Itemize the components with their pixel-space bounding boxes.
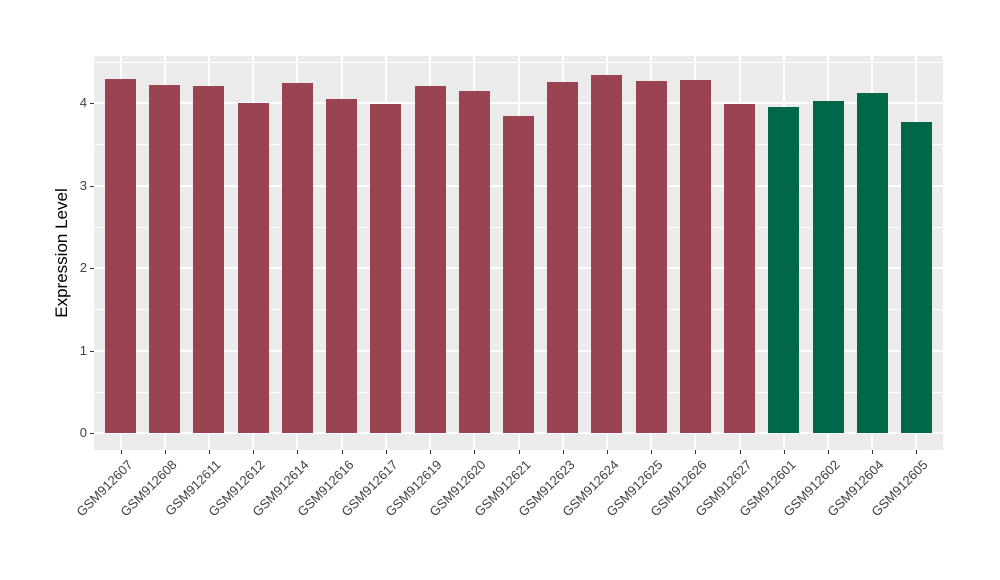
x-tick-mark bbox=[341, 450, 343, 454]
bar-GSM912627 bbox=[724, 104, 755, 433]
bar-GSM912623 bbox=[547, 82, 578, 433]
y-tick-mark bbox=[90, 103, 94, 104]
major-gridline bbox=[94, 432, 943, 434]
bar-GSM912621 bbox=[503, 116, 534, 433]
x-tick-mark bbox=[651, 450, 653, 454]
x-tick-mark bbox=[297, 450, 299, 454]
bar-GSM912624 bbox=[591, 75, 622, 433]
bar-GSM912612 bbox=[238, 103, 269, 433]
x-tick-mark bbox=[164, 450, 166, 454]
bar-GSM912620 bbox=[459, 91, 490, 433]
bar-GSM912601 bbox=[768, 107, 799, 433]
x-tick-mark bbox=[916, 450, 918, 454]
y-tick-mark bbox=[90, 268, 94, 269]
x-tick-mark bbox=[120, 450, 122, 454]
major-gridline bbox=[94, 102, 943, 104]
bar-GSM912602 bbox=[813, 101, 844, 433]
x-tick-mark bbox=[385, 450, 387, 454]
x-tick-mark bbox=[208, 450, 210, 454]
bar-GSM912619 bbox=[415, 86, 446, 433]
x-tick-mark bbox=[695, 450, 697, 454]
x-tick-mark bbox=[474, 450, 476, 454]
x-tick-mark bbox=[739, 450, 741, 454]
x-tick-mark bbox=[783, 450, 785, 454]
y-tick-label: 4 bbox=[79, 95, 87, 110]
bar-GSM912614 bbox=[282, 83, 313, 433]
x-tick-mark bbox=[872, 450, 874, 454]
bar-GSM912607 bbox=[105, 79, 136, 433]
bar-GSM912611 bbox=[193, 86, 224, 433]
plot-panel bbox=[94, 56, 943, 450]
bar-GSM912604 bbox=[857, 93, 888, 433]
bar-GSM912625 bbox=[636, 81, 667, 433]
x-tick-mark bbox=[253, 450, 255, 454]
y-tick-label: 3 bbox=[79, 177, 87, 193]
y-tick-label: 0 bbox=[79, 425, 87, 440]
x-tick-mark bbox=[562, 450, 564, 454]
y-tick-mark bbox=[90, 350, 94, 352]
y-axis-title: Expression Level bbox=[52, 188, 71, 318]
minor-gridline bbox=[94, 61, 943, 63]
y-tick-label: 1 bbox=[79, 342, 87, 358]
y-tick-mark bbox=[90, 185, 94, 187]
y-tick-mark bbox=[90, 433, 94, 434]
x-tick-mark bbox=[606, 450, 608, 454]
bar-GSM912617 bbox=[370, 104, 401, 433]
x-tick-mark bbox=[828, 450, 830, 454]
x-tick-mark bbox=[518, 450, 520, 454]
bar-GSM912608 bbox=[149, 85, 180, 433]
bar-GSM912626 bbox=[680, 80, 711, 433]
x-tick-mark bbox=[430, 450, 432, 454]
y-tick-label: 2 bbox=[79, 260, 87, 275]
bar-GSM912605 bbox=[901, 122, 932, 433]
bar-GSM912616 bbox=[326, 99, 357, 433]
